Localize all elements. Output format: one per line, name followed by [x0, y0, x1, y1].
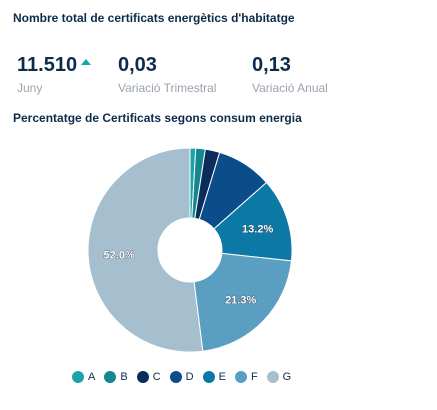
legend-label-b: B: [120, 371, 128, 383]
legend-item-e[interactable]: E: [202, 371, 226, 383]
legend-label-e: E: [218, 371, 226, 383]
trend-up-icon: [81, 58, 92, 65]
chart-legend: A B C D E F G: [72, 371, 300, 383]
donut-chart-title: Percentatge de Certificats segons consum…: [13, 111, 302, 125]
legend-item-a[interactable]: A: [72, 371, 95, 383]
legend-swatch-b: [104, 371, 117, 383]
legend-swatch-c: [136, 371, 149, 383]
kpi-total-value-row: 11.510: [17, 54, 92, 76]
legend-swatch-e: [202, 371, 215, 383]
kpi-annual-value: 0,13: [252, 54, 291, 76]
kpi-annual: 0,13 Variació Anual: [252, 54, 328, 95]
kpi-total-value: 11.510: [17, 54, 78, 76]
legend-swatch-f: [234, 371, 247, 383]
kpi-annual-label: Variació Anual: [252, 81, 328, 95]
kpi-quarterly-label: Variació Trimestral: [118, 81, 217, 95]
legend-label-g: G: [282, 371, 292, 383]
kpi-quarterly-value: 0,03: [118, 54, 157, 76]
donut-slice-g[interactable]: [87, 147, 204, 353]
kpi-total-label: Juny: [17, 81, 43, 95]
legend-label-d: D: [185, 371, 194, 383]
legend-item-d[interactable]: D: [169, 371, 194, 383]
donut-slice-e[interactable]: [213, 181, 293, 262]
donut-label-e: 13.2%: [242, 223, 273, 235]
donut-slice-f[interactable]: [193, 252, 292, 352]
legend-label-f: F: [250, 371, 258, 383]
legend-label-a: A: [88, 371, 96, 383]
chart-main-title: Nombre total de certificats energètics d…: [13, 11, 295, 25]
kpi-total: 11.510 Juny: [17, 54, 92, 95]
kpi-quarterly: 0,03 Variació Trimestral: [118, 54, 216, 95]
legend-label-c: C: [152, 371, 161, 383]
legend-item-b[interactable]: B: [104, 371, 128, 383]
donut-label-f: 21.3%: [225, 295, 256, 307]
legend-swatch-d: [169, 371, 182, 383]
legend-swatch-a: [72, 371, 84, 383]
legend-swatch-g: [266, 371, 279, 383]
legend-item-g[interactable]: G: [266, 371, 292, 383]
legend-item-f[interactable]: F: [234, 371, 258, 383]
donut-label-g: 52.0%: [104, 249, 135, 261]
legend-item-c[interactable]: C: [136, 371, 161, 383]
